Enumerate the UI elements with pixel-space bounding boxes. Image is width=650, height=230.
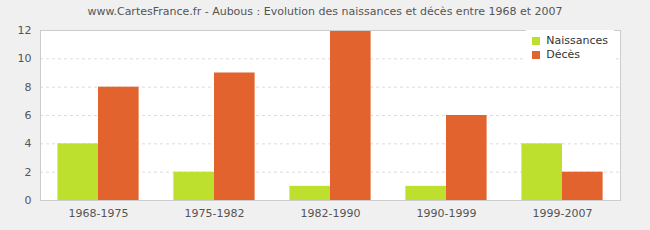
svg-text:1968-1975: 1968-1975: [69, 207, 129, 220]
html-text:Décès: Décès: [546, 48, 580, 61]
svg-text:1990-1999: 1990-1999: [417, 207, 477, 220]
html-text:Naissances: Naissances: [546, 34, 608, 47]
svg-text:1999-2007: 1999-2007: [533, 207, 593, 220]
svg-text:2: 2: [25, 166, 32, 179]
svg-text:1975-1982: 1975-1982: [185, 207, 245, 220]
svg-text:8: 8: [25, 81, 32, 94]
svg-text:12: 12: [18, 24, 32, 37]
html-text:www.CartesFrance.fr - Aubous :: www.CartesFrance.fr - Aubous : Evolution…: [87, 5, 563, 18]
svg-text:4: 4: [25, 137, 32, 150]
svg-text:0: 0: [25, 194, 32, 207]
svg-text:10: 10: [18, 52, 32, 65]
svg-text:1982-1990: 1982-1990: [301, 207, 361, 220]
svg-text:6: 6: [25, 109, 32, 122]
